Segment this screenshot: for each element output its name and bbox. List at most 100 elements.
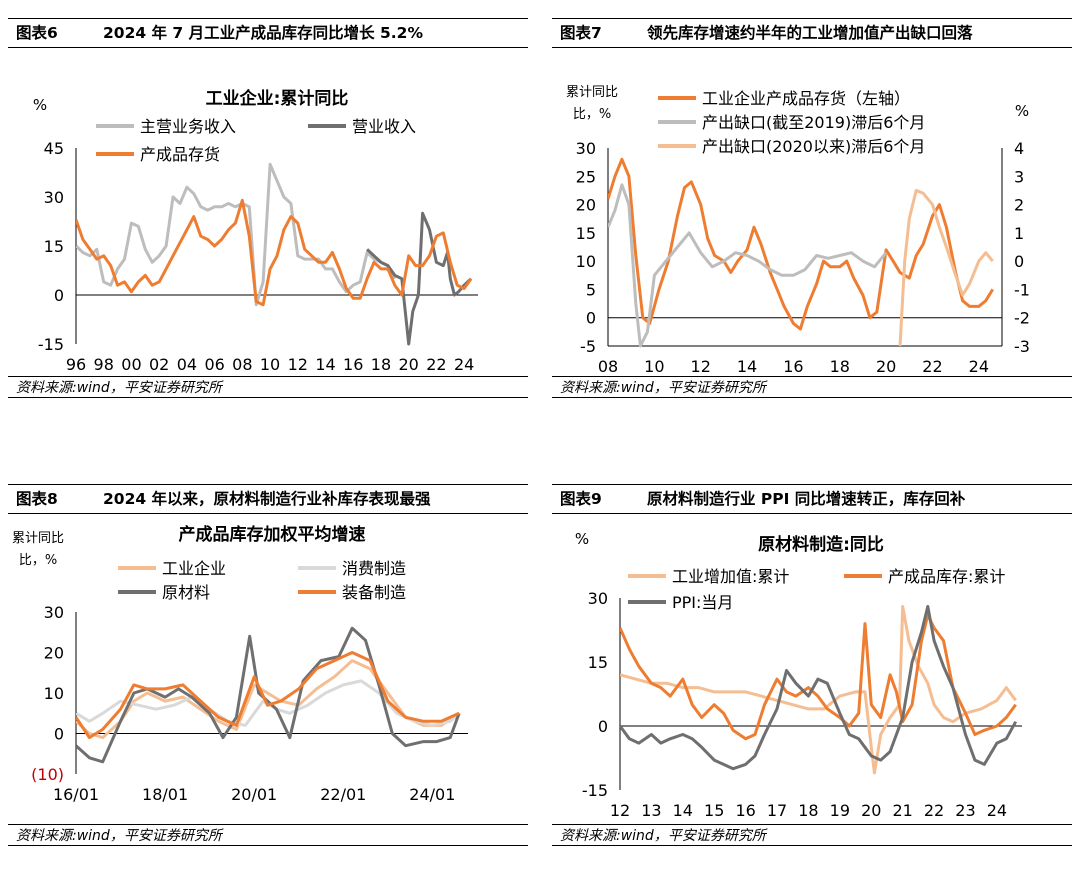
x-tick-label: 12 <box>288 355 308 374</box>
y-tick-label: 30 <box>576 139 596 158</box>
y-tick-label: 0 <box>586 309 596 328</box>
series-line-2 <box>76 198 473 307</box>
figure-8-source: 资料来源:wind，平安证券研究所 <box>8 824 528 846</box>
x-tick-label: 20 <box>876 357 896 376</box>
chart-title: 产成品库存加权平均增速 <box>179 524 366 545</box>
y-tick-label: 30 <box>588 589 608 608</box>
x-tick-label: 22/01 <box>320 785 366 804</box>
x-tick-label: 00 <box>121 355 141 374</box>
series-line-3 <box>76 651 460 740</box>
y-tick-label: -15 <box>38 335 64 354</box>
figure-7-label: 图表7 <box>560 24 602 42</box>
figure-6-label: 图表6 <box>16 24 58 42</box>
y-tick-label-right: 2 <box>1014 196 1024 215</box>
figure-7-title: 领先库存增速约半年的工业增加值产出缺口回落 <box>647 24 973 42</box>
x-tick-label: 16 <box>783 357 803 376</box>
legend-label-3: 装备制造 <box>342 583 406 602</box>
y-tick-label: 0 <box>54 725 64 744</box>
y-tick-label: -15 <box>582 781 608 800</box>
legend-label-1: 消费制造 <box>342 559 406 578</box>
x-tick-label: 06 <box>204 355 224 374</box>
x-tick-label: 08 <box>232 355 252 374</box>
x-tick-label: 18/01 <box>142 785 188 804</box>
y-axis-label-unit: 比，% <box>573 107 611 122</box>
y-tick-label: 45 <box>44 139 64 158</box>
y-axis-label: 累计同比 <box>12 531 64 546</box>
x-tick-label: 24 <box>987 801 1007 820</box>
chart-title: 工业企业:累计同比 <box>206 88 349 109</box>
y-tick-label: 15 <box>576 224 596 243</box>
y-tick-label: (10) <box>31 765 64 784</box>
series-line-2 <box>76 626 461 764</box>
figure-8-header: 图表8 2024 年以来，原材料制造行业补库存表现最强 <box>8 484 528 514</box>
x-tick-label: 08 <box>598 357 618 376</box>
y-tick-label-right: -2 <box>1014 309 1030 328</box>
y-tick-label: 15 <box>44 237 64 256</box>
x-tick-label: 20 <box>399 355 419 374</box>
legend-label-1: 产成品库存:累计 <box>888 567 1005 586</box>
x-tick-label: 14 <box>737 357 757 376</box>
x-tick-label: 04 <box>177 355 197 374</box>
x-tick-label: 96 <box>66 355 86 374</box>
x-tick-label: 10 <box>260 355 280 374</box>
figure-8-title: 2024 年以来，原材料制造行业补库存表现最强 <box>103 490 431 508</box>
figure-7-source: 资料来源:wind，平安证券研究所 <box>552 376 1072 398</box>
x-tick-label: 23 <box>955 801 975 820</box>
figure-6-source: 资料来源:wind，平安证券研究所 <box>8 376 528 398</box>
x-tick-label: 16 <box>343 355 363 374</box>
y-tick-label-right: -3 <box>1014 337 1030 356</box>
y-axis-label: % <box>575 530 589 548</box>
legend-label-1: 营业收入 <box>352 117 416 136</box>
legend-label-2: 产出缺口(2020以来)滞后6个月 <box>702 137 925 156</box>
x-tick-label: 24 <box>454 355 474 374</box>
figure-9-header: 图表9 原材料制造行业 PPI 同比增速转正，库存回补 <box>552 484 1072 514</box>
x-tick-label: 24/01 <box>409 785 455 804</box>
series-line-0 <box>76 162 397 307</box>
series-line-2 <box>898 188 994 347</box>
figure-6-header: 图表6 2024 年 7 月工业产成品库存同比增长 5.2% <box>8 18 528 48</box>
figure-8-label: 图表8 <box>16 490 58 508</box>
y-tick-label: 25 <box>576 167 596 186</box>
legend-label-0: 主营业务收入 <box>140 117 236 136</box>
x-tick-label: 17 <box>767 801 787 820</box>
series-line-2 <box>620 605 1018 771</box>
x-tick-label: 22 <box>922 357 942 376</box>
figure-7-header: 图表7 领先库存增速约半年的工业增加值产出缺口回落 <box>552 18 1072 48</box>
chart-title: 原材料制造:同比 <box>758 534 884 555</box>
x-tick-label: 13 <box>641 801 661 820</box>
y-tick-label: 30 <box>44 188 64 207</box>
x-tick-label: 19 <box>830 801 850 820</box>
figure-9-source: 资料来源:wind，平安证券研究所 <box>552 824 1072 846</box>
series-line-0 <box>620 605 1017 775</box>
figure-9-label: 图表9 <box>560 490 602 508</box>
x-tick-label: 14 <box>673 801 693 820</box>
legend-label-0: 工业增加值:累计 <box>672 567 789 586</box>
x-tick-label: 20 <box>861 801 881 820</box>
y-tick-label: 30 <box>44 603 64 622</box>
y-axis-label: 累计同比 <box>566 85 618 100</box>
figure-6-title: 2024 年 7 月工业产成品库存同比增长 5.2% <box>103 24 423 42</box>
x-tick-label: 18 <box>798 801 818 820</box>
y-axis-label-right: % <box>1015 102 1029 120</box>
y-tick-label: 15 <box>588 653 608 672</box>
x-tick-label: 14 <box>315 355 335 374</box>
series-line-1 <box>608 183 888 348</box>
x-tick-label: 98 <box>94 355 114 374</box>
x-tick-label: 20/01 <box>231 785 277 804</box>
y-tick-label-right: 3 <box>1014 167 1024 186</box>
y-tick-label: 0 <box>598 717 608 736</box>
y-tick-label-right: 4 <box>1014 139 1024 158</box>
x-tick-label: 10 <box>644 357 664 376</box>
y-tick-label: 20 <box>576 196 596 215</box>
y-tick-label: -5 <box>580 337 596 356</box>
legend-label-2: 原材料 <box>162 583 210 602</box>
y-tick-label-right: 0 <box>1014 252 1024 271</box>
x-tick-label: 18 <box>830 357 850 376</box>
figure-9-title: 原材料制造行业 PPI 同比增速转正，库存回补 <box>647 490 966 508</box>
x-tick-label: 18 <box>371 355 391 374</box>
y-tick-label-right: 1 <box>1014 224 1024 243</box>
x-tick-label: 12 <box>691 357 711 376</box>
legend-label-0: 工业企业产成品存货（左轴） <box>702 89 910 108</box>
